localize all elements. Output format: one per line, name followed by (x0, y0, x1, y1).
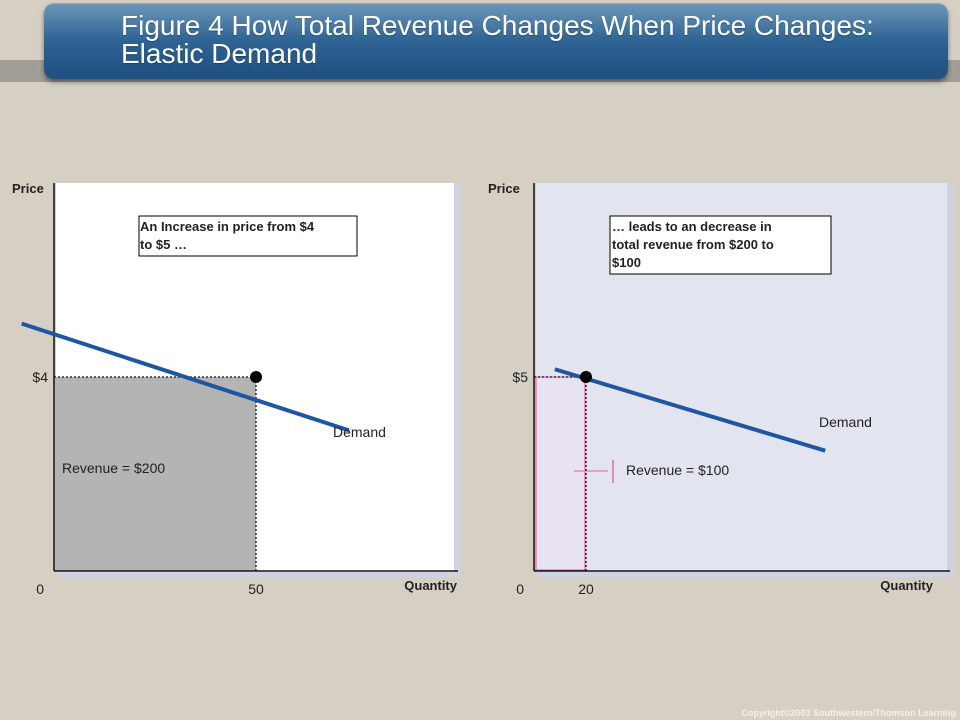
annotation-line: total revenue from $200 to (612, 237, 774, 252)
revenue-label: Revenue = $200 (62, 460, 165, 476)
chart-elastic-price-5: Price Quantity 0 20 $5 Demand Revenue = $100 … … (488, 181, 953, 597)
revenue-area (54, 377, 256, 571)
annotation-line: … leads to an decrease in (612, 219, 772, 234)
plot-frame-right (947, 183, 953, 575)
plot-frame-right (454, 183, 460, 575)
demand-label: Demand (819, 414, 872, 430)
x-tick-label: 20 (578, 581, 594, 597)
origin-label: 0 (36, 581, 44, 597)
origin-label: 0 (516, 581, 524, 597)
x-axis-label: Quantity (880, 578, 933, 593)
plot-frame-bottom (536, 572, 952, 577)
annotation-box (138, 215, 358, 257)
demand-curve (21, 321, 350, 433)
y-tick-label: $5 (512, 369, 528, 385)
y-tick-label: $4 (32, 369, 48, 385)
revenue-label: Revenue = $100 (626, 462, 729, 478)
demand-label: Demand (333, 424, 386, 440)
price-point (580, 371, 592, 383)
annotation-line: to $5 … (140, 237, 187, 252)
x-axis-label: Quantity (404, 578, 457, 593)
annotation-box (609, 215, 832, 275)
slide-title: Figure 4 How Total Revenue Changes When … (121, 10, 874, 69)
chart-elastic-price-4: Price Quantity 0 50 $4 Demand Revenue = $200 An… (12, 181, 460, 597)
annotation-line: $100 (612, 255, 641, 270)
demand-curve (554, 367, 826, 453)
plot-frame-bottom (56, 572, 459, 577)
title-bar: Figure 4 How Total Revenue Changes When … (44, 3, 948, 79)
y-axis-label: Price (488, 181, 520, 196)
x-tick-label: 50 (248, 581, 264, 597)
price-point (250, 371, 262, 383)
annotation-line: An Increase in price from $4 (140, 219, 315, 234)
revenue-area (535, 376, 586, 571)
copyright-text: Copyright©2003 Southwestern/Thomson Lear… (741, 708, 956, 718)
y-axis-label: Price (12, 181, 44, 196)
